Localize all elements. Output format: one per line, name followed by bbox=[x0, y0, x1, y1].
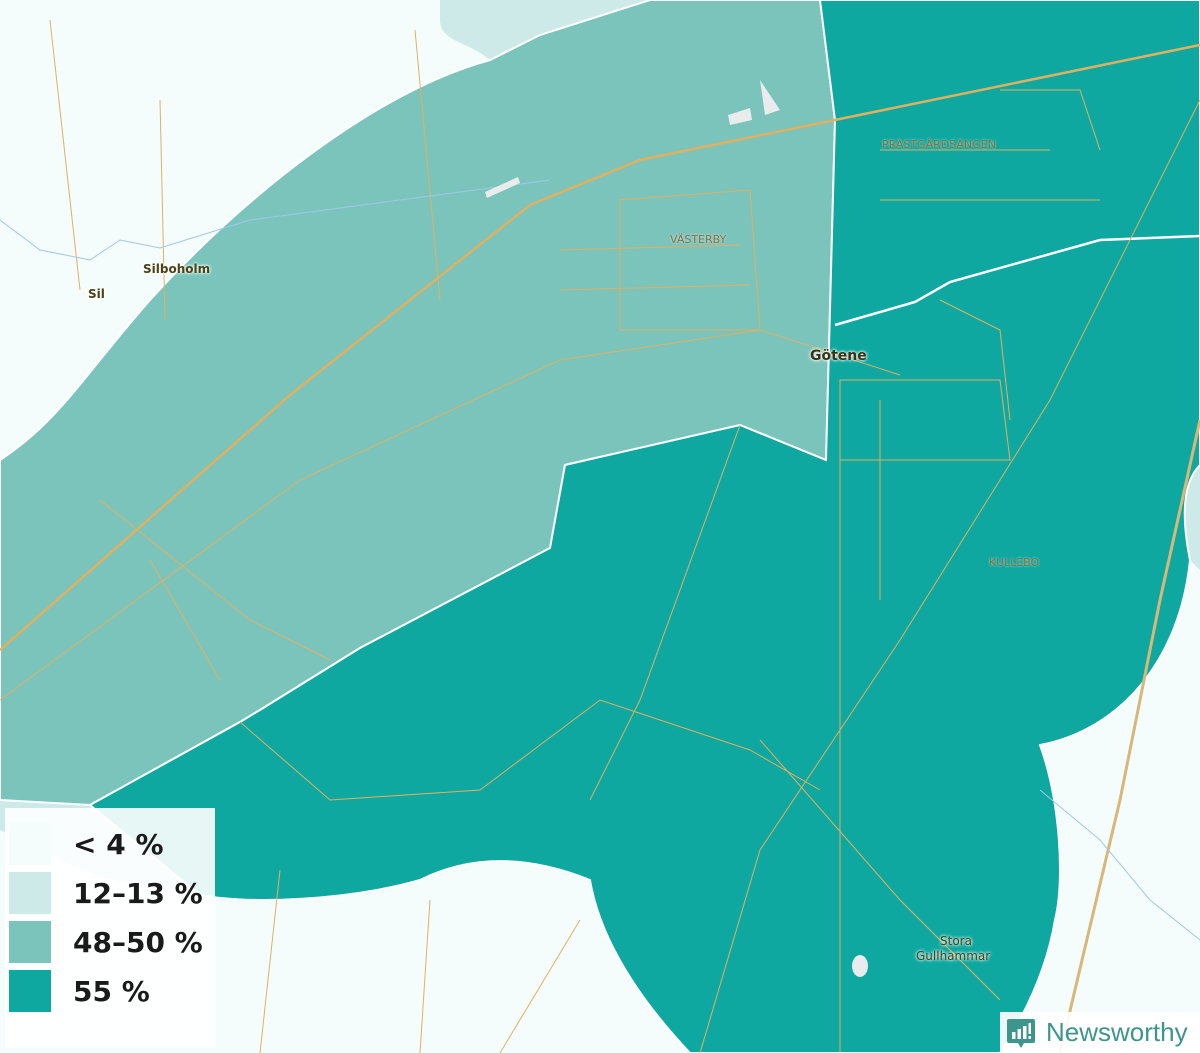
legend-label: 12–13 % bbox=[73, 876, 203, 910]
legend-swatch bbox=[9, 823, 51, 865]
district-label-prastgardsangen: PRÄSTGÅRDSÄNGEN bbox=[882, 138, 996, 151]
place-label-silboholm: Silboholm bbox=[143, 262, 211, 276]
legend-item: 48–50 % bbox=[9, 921, 203, 963]
brand-name: Newsworthy bbox=[1046, 1017, 1188, 1047]
water-features bbox=[0, 179, 1200, 941]
legend-label: 55 % bbox=[73, 974, 150, 1008]
place-label-sil: Sil bbox=[88, 287, 105, 301]
legend-swatch bbox=[9, 921, 51, 963]
district-label-kullebo: KULLEBO bbox=[989, 556, 1040, 569]
legend-item: 55 % bbox=[9, 970, 150, 1012]
bar-chart-speech-bubble-icon bbox=[1007, 1018, 1035, 1048]
place-label-stora-gullhammar-1: Stora bbox=[940, 934, 972, 948]
place-label-stora-gullhammar-2: Gullhammar bbox=[916, 949, 991, 963]
legend-label: < 4 % bbox=[73, 827, 164, 861]
legend-item: < 4 % bbox=[9, 823, 164, 865]
legend-item: 12–13 % bbox=[9, 872, 203, 914]
legend-label: 48–50 % bbox=[73, 925, 203, 959]
legend-swatch bbox=[9, 872, 51, 914]
place-label-gotene: Götene bbox=[810, 348, 867, 364]
region-12-13-right bbox=[1184, 465, 1200, 570]
region-12-13-top bbox=[440, 0, 650, 60]
lakes bbox=[485, 80, 868, 977]
district-label-vasterby: VÄSTERBY bbox=[670, 233, 727, 246]
legend-swatch bbox=[9, 970, 51, 1012]
road-network bbox=[0, 19, 1200, 1053]
newsworthy-logo: Newsworthy bbox=[1000, 1012, 1200, 1053]
map-legend: < 4 % 12–13 % 48–50 % 55 % bbox=[5, 808, 215, 1048]
